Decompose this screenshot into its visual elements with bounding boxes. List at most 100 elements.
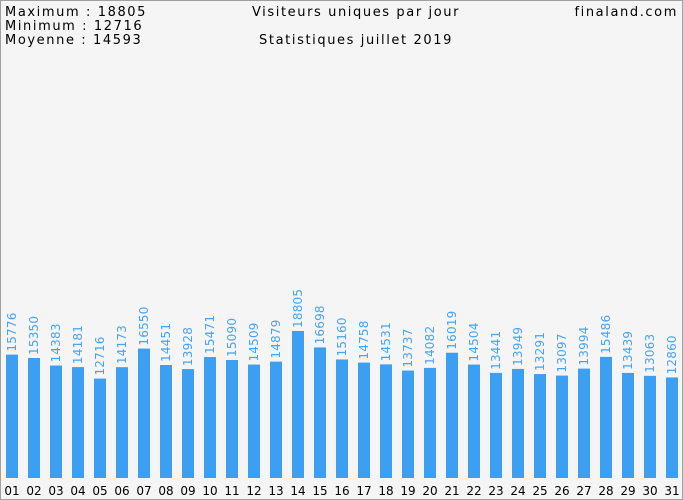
value-label: 14531 bbox=[379, 322, 393, 361]
value-label: 14509 bbox=[247, 322, 261, 361]
bar bbox=[72, 367, 84, 478]
value-label: 14879 bbox=[269, 319, 283, 358]
x-tick-label: 22 bbox=[466, 484, 481, 498]
bar bbox=[182, 369, 194, 478]
value-label: 13737 bbox=[401, 328, 415, 367]
stat-min: Minimum : 12716 bbox=[5, 19, 143, 34]
bar bbox=[6, 354, 18, 478]
x-tick-label: 12 bbox=[246, 484, 261, 498]
bar bbox=[50, 365, 62, 478]
x-tick-label: 18 bbox=[378, 484, 393, 498]
chart-subtitle: Statistiques juillet 2019 bbox=[259, 33, 453, 48]
bar bbox=[468, 364, 480, 478]
value-label: 14173 bbox=[115, 325, 129, 364]
value-label: 14504 bbox=[467, 322, 481, 361]
value-label: 16019 bbox=[445, 311, 459, 350]
value-label: 13441 bbox=[489, 331, 503, 370]
x-tick-label: 07 bbox=[136, 484, 151, 498]
bar bbox=[600, 356, 612, 478]
bar bbox=[666, 377, 678, 478]
x-tick-label: 03 bbox=[48, 484, 63, 498]
value-label: 16698 bbox=[313, 305, 327, 344]
bar bbox=[138, 348, 150, 478]
chart-title: Visiteurs uniques par jour bbox=[252, 5, 460, 20]
x-tick-label: 27 bbox=[576, 484, 591, 498]
x-tick-label: 10 bbox=[202, 484, 217, 498]
value-label: 14082 bbox=[423, 326, 437, 365]
value-label: 15160 bbox=[335, 317, 349, 356]
bar bbox=[336, 359, 348, 478]
bar bbox=[622, 372, 634, 478]
x-tick-label: 15 bbox=[312, 484, 327, 498]
x-tick-label: 16 bbox=[334, 484, 349, 498]
value-label: 15090 bbox=[225, 318, 239, 357]
x-tick-label: 14 bbox=[290, 484, 305, 498]
bar bbox=[534, 374, 546, 478]
value-label: 13097 bbox=[555, 333, 569, 372]
x-tick-label: 31 bbox=[664, 484, 679, 498]
value-label: 18805 bbox=[291, 289, 305, 328]
x-tick-label: 13 bbox=[268, 484, 283, 498]
value-label: 15776 bbox=[5, 312, 19, 351]
bar bbox=[402, 370, 414, 478]
x-tick-label: 04 bbox=[70, 484, 85, 498]
x-tick-label: 01 bbox=[4, 484, 19, 498]
value-label: 12716 bbox=[93, 336, 107, 375]
value-label: 14451 bbox=[159, 323, 173, 362]
bar bbox=[644, 375, 656, 478]
value-label: 12860 bbox=[665, 335, 679, 374]
x-tick-label: 23 bbox=[488, 484, 503, 498]
bar bbox=[270, 361, 282, 478]
bar bbox=[226, 359, 238, 478]
value-label: 13291 bbox=[533, 332, 547, 371]
x-tick-label: 09 bbox=[180, 484, 195, 498]
value-label: 13928 bbox=[181, 327, 195, 366]
value-label: 15471 bbox=[203, 315, 217, 354]
x-tick-label: 06 bbox=[114, 484, 129, 498]
bar bbox=[490, 372, 502, 478]
x-tick-label: 25 bbox=[532, 484, 547, 498]
bar bbox=[116, 367, 128, 478]
value-label: 13439 bbox=[621, 331, 635, 370]
site-name: finaland.com bbox=[574, 5, 678, 20]
x-tick-label: 08 bbox=[158, 484, 173, 498]
bar bbox=[94, 378, 106, 478]
value-label: 14383 bbox=[49, 323, 63, 362]
x-tick-label: 02 bbox=[26, 484, 41, 498]
x-tick-label: 19 bbox=[400, 484, 415, 498]
value-label: 13994 bbox=[577, 326, 591, 365]
value-label: 14758 bbox=[357, 320, 371, 359]
x-tick-label: 28 bbox=[598, 484, 613, 498]
value-label: 13949 bbox=[511, 327, 525, 366]
x-tick-label: 05 bbox=[92, 484, 107, 498]
value-label: 15486 bbox=[599, 315, 613, 354]
value-label: 16550 bbox=[137, 306, 151, 345]
bar bbox=[28, 357, 40, 478]
x-tick-label: 24 bbox=[510, 484, 525, 498]
bar bbox=[160, 364, 172, 478]
value-label: 14181 bbox=[71, 325, 85, 364]
stat-max: Maximum : 18805 bbox=[5, 5, 147, 20]
value-label: 15350 bbox=[27, 316, 41, 355]
value-label: 13063 bbox=[643, 334, 657, 373]
x-tick-label: 26 bbox=[554, 484, 569, 498]
bar bbox=[248, 364, 260, 478]
bar bbox=[358, 362, 370, 478]
stat-mean: Moyenne : 14593 bbox=[5, 33, 142, 48]
bar bbox=[424, 367, 436, 478]
bar bbox=[512, 368, 524, 478]
x-tick-label: 11 bbox=[224, 484, 239, 498]
bar bbox=[292, 330, 304, 478]
bar bbox=[380, 364, 392, 478]
bar bbox=[446, 352, 458, 478]
bar bbox=[314, 347, 326, 478]
x-tick-label: 29 bbox=[620, 484, 635, 498]
x-tick-label: 20 bbox=[422, 484, 437, 498]
x-tick-label: 21 bbox=[444, 484, 459, 498]
x-tick-label: 17 bbox=[356, 484, 371, 498]
x-tick-label: 30 bbox=[642, 484, 657, 498]
bar bbox=[556, 375, 568, 478]
bar bbox=[578, 368, 590, 478]
bar bbox=[204, 357, 216, 478]
